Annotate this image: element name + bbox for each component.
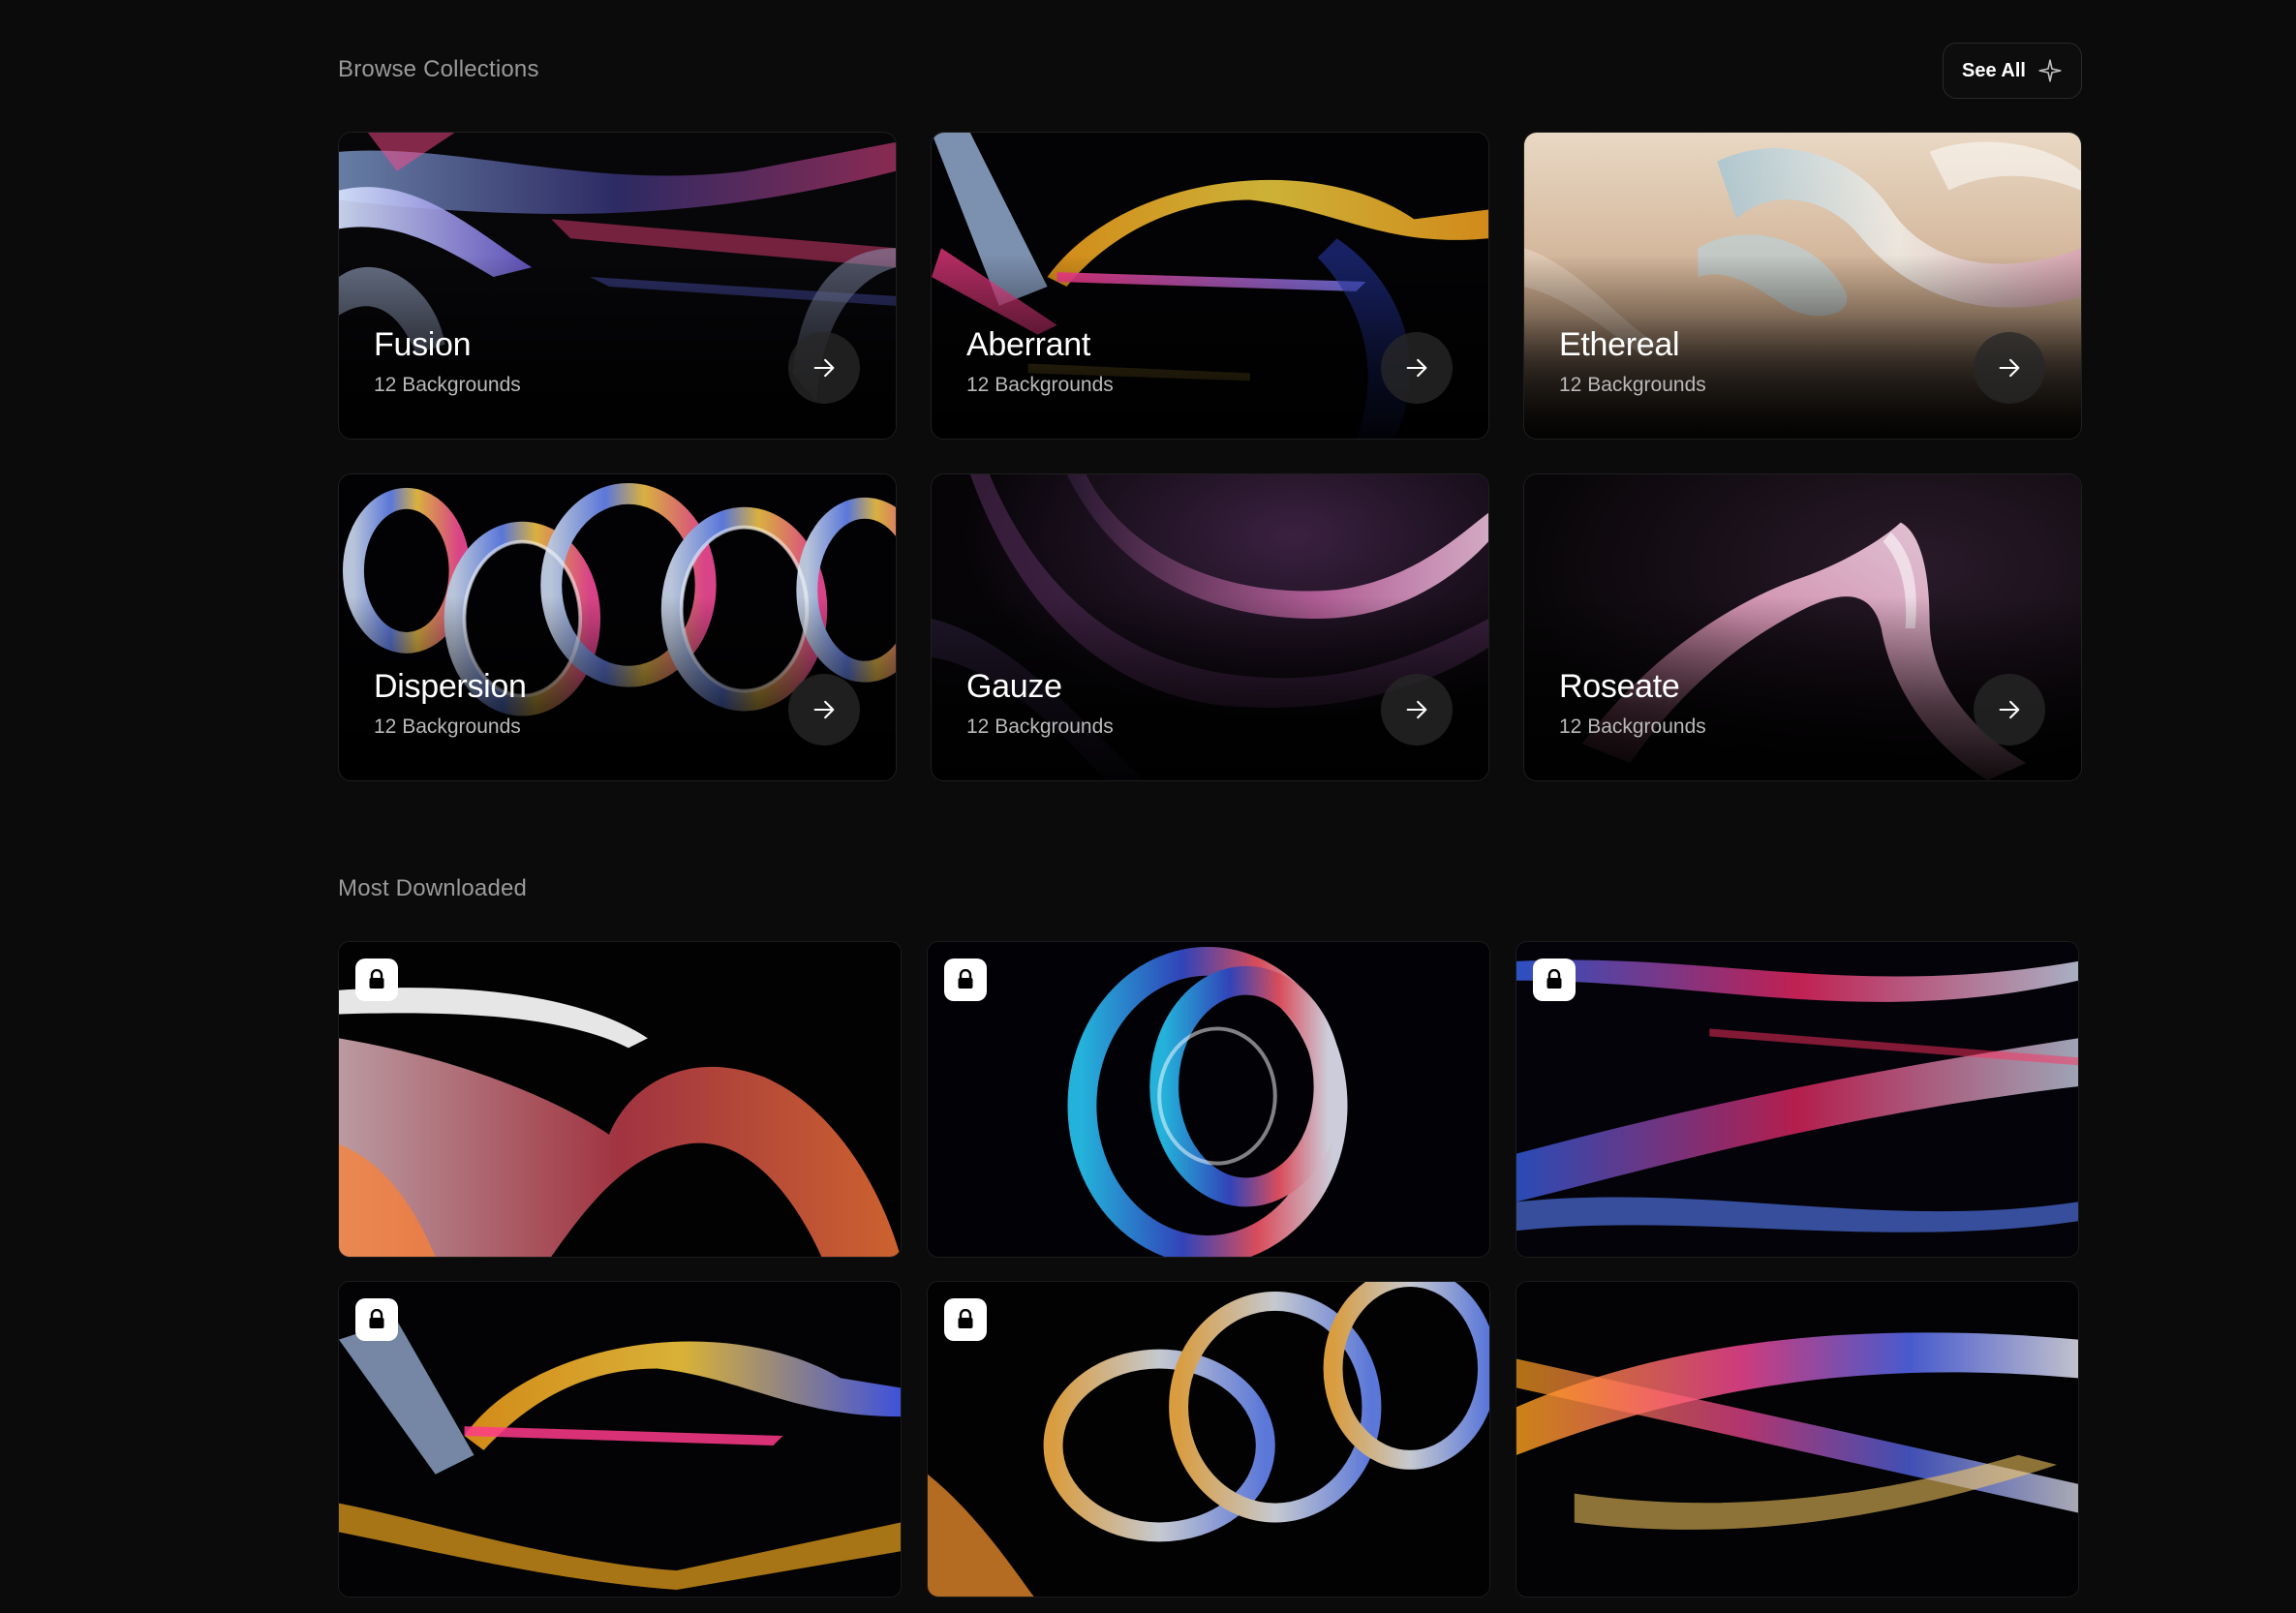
background-thumbnail[interactable] [927,941,1490,1258]
arrow-right-button[interactable] [788,674,860,746]
collection-card-aberrant[interactable]: Aberrant 12 Backgrounds [931,132,1489,440]
lock-icon [1546,969,1562,989]
collection-count: 12 Backgrounds [1559,374,1706,396]
arrow-right-button[interactable] [1974,674,2045,746]
see-all-label: See All [1962,59,2026,81]
browse-collections-title: Browse Collections [338,56,539,82]
arrow-right-icon [1406,700,1427,719]
arrow-right-icon [1406,358,1427,378]
background-artwork [1516,942,2078,1257]
lock-badge [944,959,987,1001]
arrow-right-icon [813,700,835,719]
background-artwork [339,942,901,1257]
most-downloaded-title: Most Downloaded [338,875,528,901]
arrow-right-icon [1999,700,2020,719]
collection-name: Gauze [966,668,1062,705]
arrow-right-icon [813,358,835,378]
lock-badge [355,959,398,1001]
collection-name: Ethereal [1559,326,1680,363]
collection-card-roseate[interactable]: Roseate 12 Backgrounds [1523,473,2082,781]
background-artwork [339,1282,901,1597]
collection-count: 12 Backgrounds [966,374,1114,396]
most-downloaded-grid [338,941,2082,1598]
sparkle-icon [2038,59,2062,82]
collection-card-ethereal[interactable]: Ethereal 12 Backgrounds [1523,132,2082,440]
lock-badge [355,1298,398,1341]
collection-card-dispersion[interactable]: Dispersion 12 Backgrounds [338,473,897,781]
background-thumbnail[interactable] [338,941,902,1258]
collection-count: 12 Backgrounds [1559,715,1706,738]
lock-icon [369,1309,384,1328]
background-thumbnail[interactable] [1515,941,2079,1258]
lock-badge [944,1298,987,1341]
background-artwork [1516,1282,2078,1597]
collection-card-gauze[interactable]: Gauze 12 Backgrounds [931,473,1489,781]
lock-icon [369,969,384,989]
collection-count: 12 Backgrounds [374,374,521,396]
arrow-right-button[interactable] [1381,332,1453,404]
arrow-right-button[interactable] [788,332,860,404]
background-artwork [928,942,1489,1257]
collection-count: 12 Backgrounds [374,715,521,738]
arrow-right-button[interactable] [1974,332,2045,404]
collection-name: Aberrant [966,326,1091,363]
see-all-button[interactable]: See All [1943,43,2082,99]
arrow-right-icon [1999,358,2020,378]
collections-grid: Fusion 12 Backgrounds [338,132,2082,781]
background-thumbnail[interactable] [338,1281,902,1598]
collection-count: 12 Backgrounds [966,715,1114,738]
collection-name: Roseate [1559,668,1680,705]
background-artwork [928,1282,1489,1597]
background-thumbnail[interactable] [1515,1281,2079,1598]
lock-icon [958,1309,973,1328]
collection-name: Fusion [374,326,472,363]
collection-name: Dispersion [374,668,527,705]
lock-badge [1533,959,1576,1001]
collection-card-fusion[interactable]: Fusion 12 Backgrounds [338,132,897,440]
background-thumbnail[interactable] [927,1281,1490,1598]
arrow-right-button[interactable] [1381,674,1453,746]
lock-icon [958,969,973,989]
